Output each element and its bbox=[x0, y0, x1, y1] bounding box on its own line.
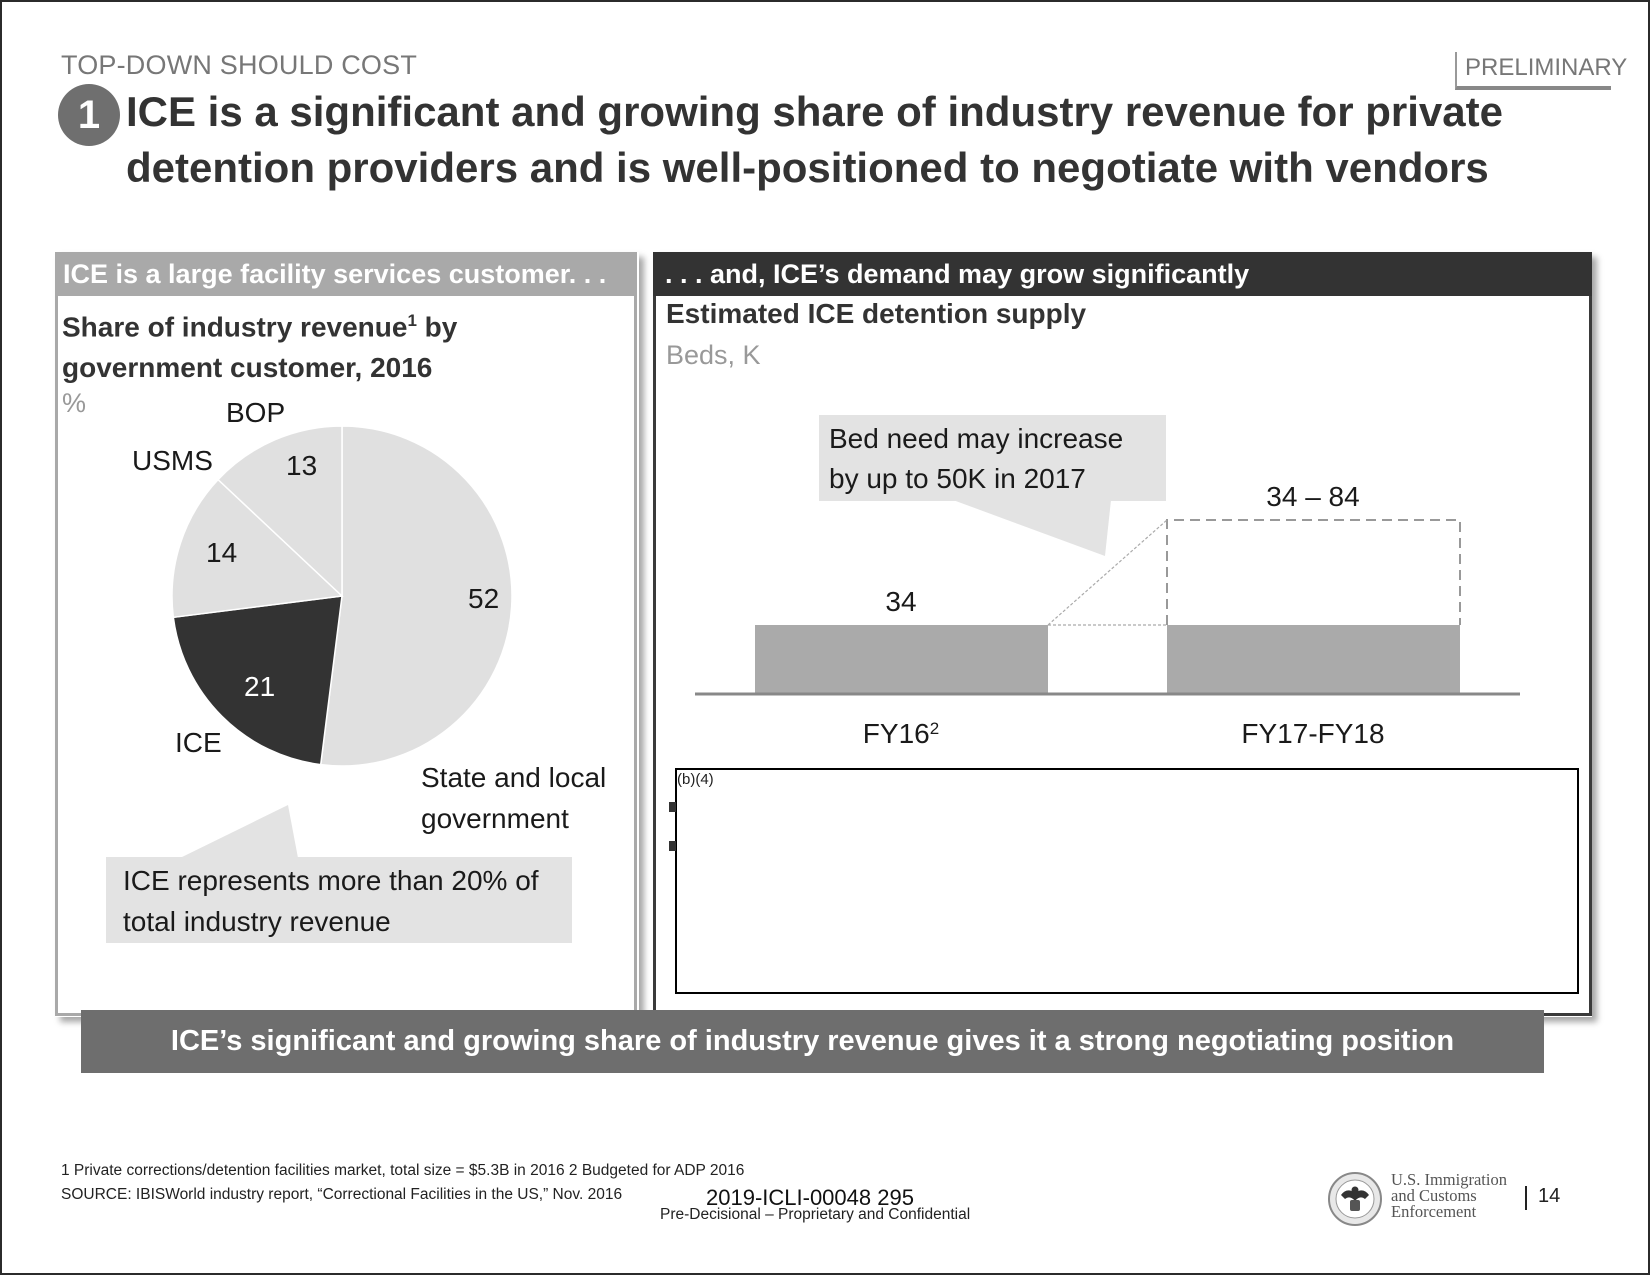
bar-category-label: FY17-FY18 bbox=[1241, 718, 1384, 749]
pie-slice-ice bbox=[172, 595, 343, 766]
pie-value-label: 52 bbox=[468, 583, 499, 614]
agency-line: and Customs bbox=[1391, 1186, 1477, 1205]
confidentiality-notice: Pre-Decisional – Proprietary and Confide… bbox=[660, 1206, 971, 1223]
pie-chart: 52 21 14 13 bbox=[171, 425, 513, 767]
document-id: 2019-ICLI-00048 295 bbox=[706, 1185, 914, 1210]
preliminary-label: PRELIMINARY bbox=[1465, 54, 1628, 81]
left-callout-text: ICE represents more than 20% of total in… bbox=[123, 865, 539, 937]
bar-range-outline bbox=[1166, 519, 1461, 625]
pie-unit: % bbox=[62, 388, 87, 418]
left-callout-box bbox=[106, 857, 572, 943]
pie-category-label: State and local government bbox=[421, 762, 607, 834]
conclusion-banner: ICE’s significant and growing share of i… bbox=[81, 1010, 1544, 1073]
pie-chart-title: Share of industry revenue1 by government… bbox=[62, 300, 582, 388]
step-number-badge: 1 bbox=[58, 84, 120, 146]
redacted-box bbox=[675, 768, 1579, 994]
pie-slice-bop bbox=[217, 425, 343, 598]
pie-category-label: USMS bbox=[132, 445, 213, 476]
source-note: SOURCE: IBISWorld industry report, “Corr… bbox=[61, 1186, 623, 1203]
bar-chart-unit: Beds, K bbox=[666, 340, 761, 370]
footnote-ref: 1 bbox=[407, 311, 417, 330]
right-panel-header: . . . and, ICE’s demand may grow signifi… bbox=[653, 252, 1592, 296]
bar-fy17-fy18 bbox=[1167, 625, 1460, 693]
preliminary-tag: PRELIMINARY bbox=[1455, 52, 1627, 90]
pie-value-label: 14 bbox=[206, 537, 237, 568]
agency-line: Enforcement bbox=[1391, 1202, 1477, 1221]
right-callout-text: Bed need may increase by up to 50K in 201… bbox=[829, 423, 1123, 494]
pie-category-label: ICE bbox=[175, 727, 222, 758]
page-number: 14 bbox=[1538, 1185, 1561, 1207]
left-callout-pointer bbox=[180, 805, 298, 858]
bar-data-label: 34 bbox=[885, 586, 916, 617]
bar-category-label: FY162 bbox=[863, 718, 939, 749]
bar-chart-title: Estimated ICE detention supply bbox=[666, 298, 1087, 329]
pie-slice-usms bbox=[171, 478, 344, 619]
bullet-marker bbox=[669, 802, 676, 812]
bar-chart: 34 34 – 84 FY162 FY17-FY18 Bed need may incr… bbox=[695, 415, 1520, 749]
bar-fy16 bbox=[755, 625, 1048, 693]
growth-connector bbox=[1047, 519, 1168, 626]
section-tracker: TOP-DOWN SHOULD COST bbox=[61, 50, 418, 80]
agency-line: U.S. Immigration bbox=[1391, 1170, 1507, 1189]
callout-pointer-shape bbox=[180, 805, 298, 858]
footnote: 1 Private corrections/detention faciliti… bbox=[61, 1162, 745, 1179]
page-number-separator bbox=[1525, 1186, 1527, 1210]
left-panel-header: ICE is a large facility services custome… bbox=[55, 252, 637, 296]
bar-data-label: 34 – 84 bbox=[1266, 481, 1359, 512]
redaction-label: (b)(4) bbox=[677, 771, 714, 788]
pie-category-label: BOP bbox=[226, 397, 286, 428]
pie-title-part1: Share of industry revenue bbox=[62, 311, 408, 343]
pie-slice-state-and-local-government bbox=[319, 425, 513, 767]
pie-value-label: 13 bbox=[286, 450, 317, 481]
right-callout-pointer bbox=[953, 500, 1111, 556]
pie-value-label: 21 bbox=[244, 671, 275, 702]
pie-title-part2: by government customer, 2016 bbox=[62, 311, 458, 384]
bullet-marker bbox=[669, 841, 676, 851]
right-callout-box bbox=[819, 415, 1166, 501]
agency-name: U.S. Immigration and Customs Enforcement bbox=[1391, 1170, 1507, 1221]
page-title: ICE is a significant and growing share o… bbox=[126, 88, 1503, 191]
dhs-seal-icon bbox=[1328, 1172, 1382, 1226]
